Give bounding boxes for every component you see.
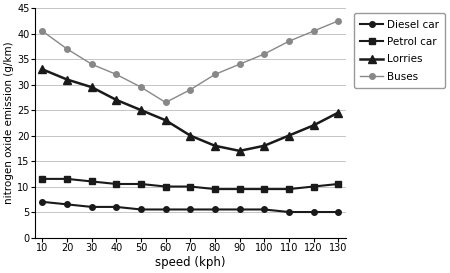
Legend: Diesel car, Petrol car, Lorries, Buses: Diesel car, Petrol car, Lorries, Buses bbox=[354, 13, 446, 88]
Petrol car bbox=[64, 177, 70, 180]
Petrol car bbox=[261, 188, 267, 191]
Petrol car bbox=[89, 180, 94, 183]
Lorries bbox=[138, 108, 144, 112]
Lorries bbox=[163, 119, 168, 122]
Diesel car bbox=[311, 210, 316, 214]
Buses bbox=[261, 52, 267, 56]
Petrol car bbox=[286, 188, 292, 191]
Buses bbox=[335, 19, 341, 23]
Diesel car bbox=[114, 205, 119, 209]
Buses bbox=[286, 40, 292, 43]
Petrol car bbox=[311, 185, 316, 188]
Buses bbox=[212, 73, 218, 76]
Diesel car bbox=[89, 205, 94, 209]
Line: Petrol car: Petrol car bbox=[39, 176, 342, 192]
Buses bbox=[163, 101, 168, 104]
Lorries bbox=[237, 149, 242, 153]
Petrol car bbox=[237, 188, 242, 191]
Line: Lorries: Lorries bbox=[38, 65, 342, 155]
Petrol car bbox=[138, 182, 144, 186]
X-axis label: speed (kph): speed (kph) bbox=[155, 256, 225, 269]
Diesel car bbox=[64, 203, 70, 206]
Lorries bbox=[114, 98, 119, 102]
Buses bbox=[138, 85, 144, 89]
Lorries bbox=[89, 85, 94, 89]
Petrol car bbox=[114, 182, 119, 186]
Buses bbox=[188, 88, 193, 91]
Petrol car bbox=[163, 185, 168, 188]
Diesel car bbox=[40, 200, 45, 203]
Buses bbox=[89, 63, 94, 66]
Diesel car bbox=[163, 208, 168, 211]
Diesel car bbox=[188, 208, 193, 211]
Diesel car bbox=[286, 210, 292, 214]
Diesel car bbox=[261, 208, 267, 211]
Lorries bbox=[64, 78, 70, 81]
Y-axis label: nitrogen oxide emission (g/km): nitrogen oxide emission (g/km) bbox=[4, 41, 14, 204]
Diesel car bbox=[138, 208, 144, 211]
Buses bbox=[237, 63, 242, 66]
Petrol car bbox=[212, 188, 218, 191]
Lorries bbox=[40, 68, 45, 71]
Petrol car bbox=[40, 177, 45, 180]
Buses bbox=[311, 29, 316, 33]
Line: Diesel car: Diesel car bbox=[40, 199, 341, 215]
Petrol car bbox=[188, 185, 193, 188]
Diesel car bbox=[212, 208, 218, 211]
Lorries bbox=[286, 134, 292, 137]
Lorries bbox=[212, 144, 218, 147]
Lorries bbox=[188, 134, 193, 137]
Line: Buses: Buses bbox=[40, 18, 341, 105]
Petrol car bbox=[335, 182, 341, 186]
Lorries bbox=[261, 144, 267, 147]
Lorries bbox=[311, 124, 316, 127]
Lorries bbox=[335, 111, 341, 114]
Buses bbox=[40, 29, 45, 33]
Diesel car bbox=[237, 208, 242, 211]
Diesel car bbox=[335, 210, 341, 214]
Buses bbox=[64, 47, 70, 51]
Buses bbox=[114, 73, 119, 76]
